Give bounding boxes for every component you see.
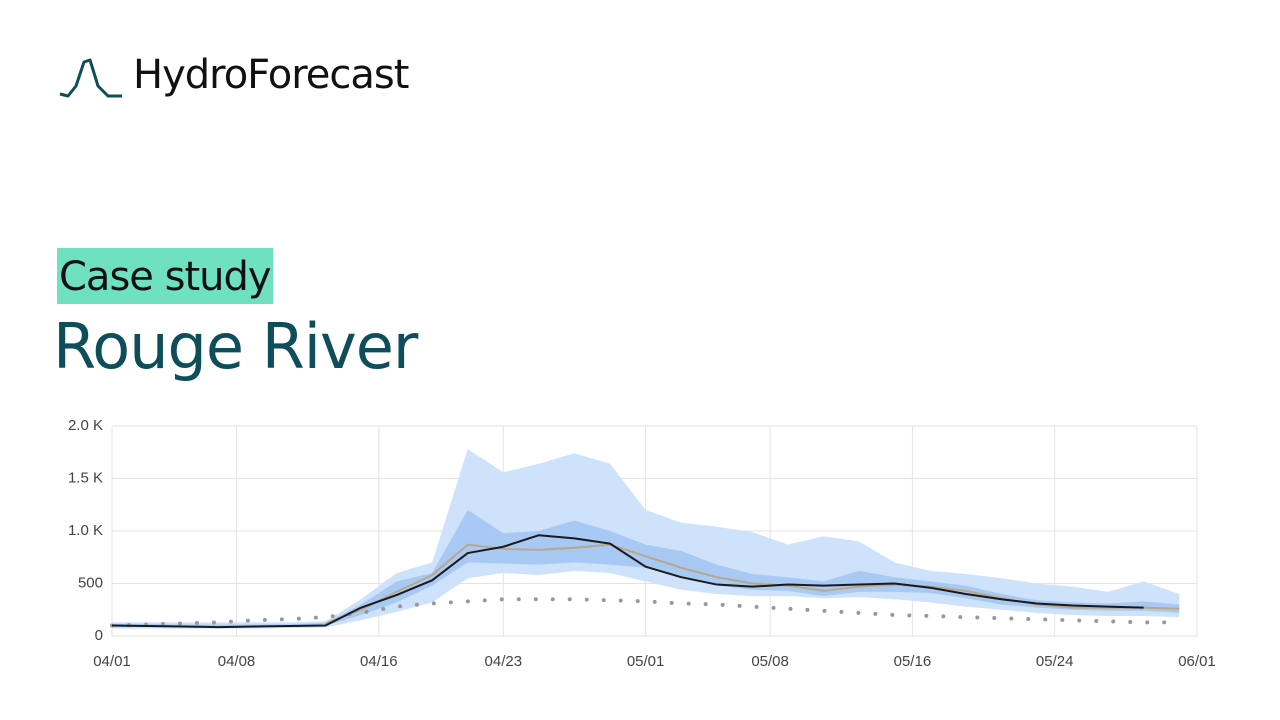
title: Rouge River <box>53 310 418 383</box>
x-tick-label: 05/24 <box>1036 653 1074 670</box>
forecast-band <box>112 510 1180 628</box>
brand: HydroForecast <box>133 52 409 98</box>
x-tick-label: 06/01 <box>1178 653 1216 670</box>
y-tick-label: 1.0 K <box>68 522 103 539</box>
series-line <box>111 534 1144 629</box>
x-tick-label: 05/01 <box>627 653 665 670</box>
tag: Case study <box>57 248 273 304</box>
x-tick-label: 05/16 <box>894 653 932 670</box>
x-tick-label: 04/16 <box>360 653 398 670</box>
y-tick-label: 500 <box>78 574 103 591</box>
y-tick-label: 0 <box>95 627 103 644</box>
series-line <box>325 543 1180 625</box>
x-tick-label: 04/01 <box>93 653 131 670</box>
y-tick-label: 2.0 K <box>68 417 103 434</box>
x-tick-label: 04/23 <box>485 653 523 670</box>
chart: 0 500 1.0 K 1.5 K 2.0 K 04/01 04/08 04/16 04/23 0… <box>68 417 1216 670</box>
logo-icon <box>59 58 122 98</box>
x-tick-label: 05/08 <box>751 653 789 670</box>
x-tick-label: 04/08 <box>218 653 256 670</box>
y-tick-label: 1.5 K <box>68 469 103 486</box>
